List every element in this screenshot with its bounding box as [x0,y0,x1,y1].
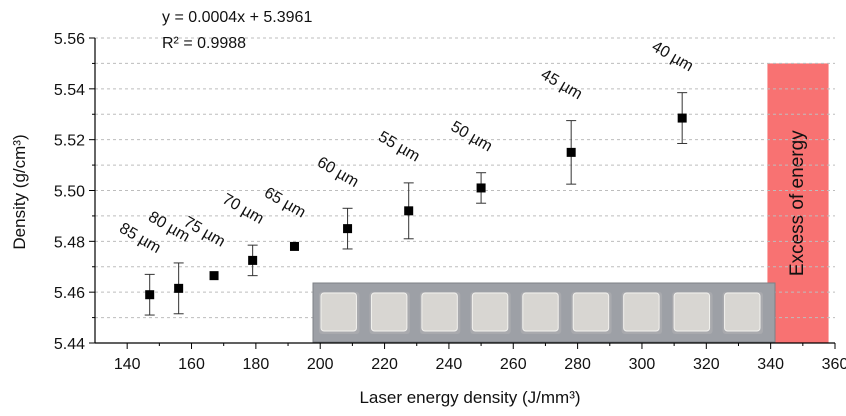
x-tick-label: 320 [693,356,720,373]
sample-cube [673,292,711,332]
r-squared-value: R² = 0.9988 [162,35,246,52]
layer-thickness-label: 75 µm [181,214,228,251]
x-tick-label: 200 [307,356,334,373]
y-tick-label: 5.46 [54,285,85,302]
sample-cube [724,292,761,332]
x-tick-label: 300 [629,356,656,373]
sample-photo-inset [312,282,776,343]
data-point [174,283,184,293]
data-point [289,241,299,251]
y-tick-label: 5.54 [54,82,85,99]
layer-thickness-label: 65 µm [261,184,308,221]
y-tick-label: 5.56 [54,31,85,48]
x-tick-label: 180 [243,356,270,373]
layer-thickness-label: 45 µm [538,66,585,103]
layer-thickness-label: 50 µm [448,118,495,155]
layer-thickness-label: 70 µm [219,191,266,228]
x-tick-label: 340 [757,356,784,373]
data-point [404,206,414,216]
data-point [145,290,155,300]
sample-cube [572,292,610,332]
layer-thickness-label: 60 µm [314,154,361,191]
sample-cube [370,292,408,332]
sample-cube [471,292,509,332]
x-tick-label: 280 [564,356,591,373]
x-tick-label: 260 [500,356,527,373]
data-point [248,255,258,265]
y-axis-title: Density (g/cm³) [10,134,29,249]
x-tick-label: 160 [178,356,205,373]
layer-thickness-label: 55 µm [375,128,422,165]
x-tick-label: 140 [114,356,141,373]
sample-cube [421,292,458,332]
x-axis-ticks: 140 160 180 200 220 240 260 280 300 320 340 360 [114,343,846,373]
data-point [677,113,687,123]
data-point [343,224,353,234]
data-point [476,183,486,193]
x-tick-label: 220 [371,356,398,373]
data-point [209,271,219,281]
sample-cube [623,292,660,332]
excess-energy-region [767,63,829,344]
data-point [566,147,576,157]
data-points [144,92,688,316]
y-tick-label: 5.50 [54,184,85,201]
y-tick-label: 5.44 [54,336,85,353]
sample-cube [522,292,559,332]
regression-equation: y = 0.0004x + 5.3961 [162,9,312,26]
excess-energy-label: Excess of energy [787,130,808,276]
y-tick-label: 5.52 [54,133,85,150]
y-axis-ticks: 5.44 5.46 5.48 5.50 5.52 5.54 5.56 [54,31,95,353]
x-axis-title: Laser energy density (J/mm³) [359,388,580,407]
grid-lines [95,37,835,319]
x-tick-label: 360 [822,356,846,373]
layer-thickness-label: 40 µm [649,38,696,75]
x-tick-label: 240 [436,356,463,373]
y-tick-label: 5.48 [54,234,85,251]
sample-cube [320,292,357,332]
